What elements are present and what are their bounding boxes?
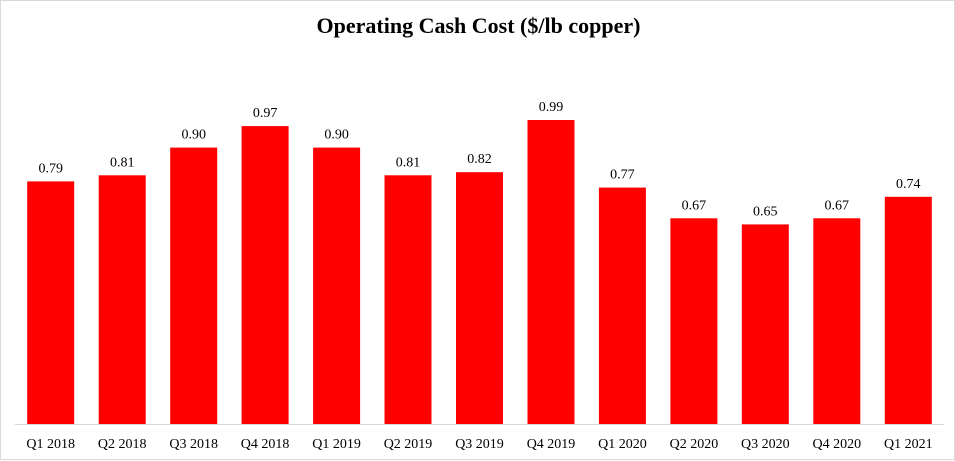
value-labels-layer: 0.79 0.81 0.90 0.97 0.90 0.81 0.82 0.99 0.77 0.67… <box>38 100 920 219</box>
x-tick-label: Q1 2021 <box>884 437 933 452</box>
x-tick-label: Q1 2019 <box>312 437 361 452</box>
bar-q4-2020 <box>813 218 861 424</box>
value-label: 0.79 <box>38 161 63 176</box>
x-tick-label: Q4 2019 <box>527 437 576 452</box>
bar-q4-2019 <box>527 120 575 424</box>
bar-q3-2020 <box>741 224 789 424</box>
x-tick-label: Q2 2018 <box>98 437 147 452</box>
bar-q3-2018 <box>170 147 218 424</box>
value-label: 0.82 <box>467 152 492 167</box>
x-tick-label: Q3 2019 <box>455 437 504 452</box>
bar-q2-2020 <box>670 218 718 424</box>
value-label: 0.99 <box>539 100 564 115</box>
bar-q1-2019 <box>313 147 361 424</box>
value-label: 0.90 <box>181 128 206 143</box>
value-label: 0.90 <box>324 128 349 143</box>
x-tick-label: Q1 2020 <box>598 437 647 452</box>
bar-q2-2018 <box>98 175 146 424</box>
value-label: 0.67 <box>682 198 707 213</box>
value-label: 0.81 <box>110 155 135 170</box>
bar-q1-2020 <box>598 187 646 424</box>
bar-q1-2018 <box>27 181 75 424</box>
value-label: 0.65 <box>753 204 778 219</box>
x-tick-label: Q2 2019 <box>384 437 433 452</box>
bar-q4-2018 <box>241 126 289 424</box>
x-tick-label: Q4 2020 <box>812 437 861 452</box>
value-label: 0.74 <box>896 177 921 192</box>
bars-layer <box>27 120 932 424</box>
bar-q3-2019 <box>456 172 503 424</box>
bar-q1-2021 <box>884 196 932 424</box>
bar-q2-2019 <box>384 175 432 424</box>
value-label: 0.97 <box>253 106 278 121</box>
x-tick-label: Q3 2020 <box>741 437 790 452</box>
x-tick-labels-layer: Q1 2018 Q2 2018 Q3 2018 Q4 2018 Q1 2019 Q2 20… <box>26 437 932 452</box>
value-label: 0.67 <box>825 198 850 213</box>
x-tick-label: Q1 2018 <box>26 437 75 452</box>
x-tick-label: Q2 2020 <box>670 437 719 452</box>
chart-title: Operating Cash Cost ($/lb copper) <box>316 13 641 38</box>
x-tick-label: Q3 2018 <box>169 437 218 452</box>
value-label: 0.81 <box>396 155 421 170</box>
x-tick-label: Q4 2018 <box>241 437 290 452</box>
value-label: 0.77 <box>610 168 635 183</box>
